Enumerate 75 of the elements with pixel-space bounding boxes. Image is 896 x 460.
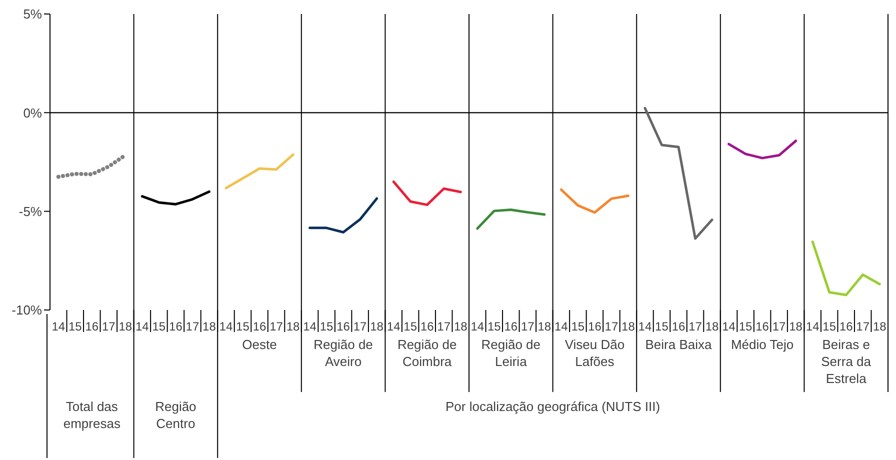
x-tick-label: 14 xyxy=(386,320,401,334)
x-tick-label: 15 xyxy=(152,320,166,334)
line-series xyxy=(728,140,798,160)
x-tick-label: 15 xyxy=(822,320,836,334)
x-tick-label: 18 xyxy=(286,320,300,334)
line-series xyxy=(811,240,881,296)
line-series xyxy=(224,153,294,190)
line-series xyxy=(56,153,128,179)
x-tick-label: 15 xyxy=(68,320,82,334)
text: Beira Baixa xyxy=(644,336,713,353)
x-tick-label: 17 xyxy=(186,320,200,334)
x-tick-label: 17 xyxy=(270,320,284,334)
x-tick-label: 18 xyxy=(118,320,132,334)
text: Oeste xyxy=(241,336,278,353)
y-tick-label: 0% xyxy=(23,105,42,120)
line-series xyxy=(476,208,546,230)
y-tick-label: -10% xyxy=(12,302,42,318)
x-tick-label: 17 xyxy=(520,320,535,334)
x-tick-label: 18 xyxy=(872,320,887,334)
x-tick-label: 18 xyxy=(622,320,636,334)
x-tick-label: 16 xyxy=(252,320,266,334)
x-tick-label: 18 xyxy=(538,320,552,334)
x-tick-label: 17 xyxy=(856,320,870,334)
line-series xyxy=(140,190,210,206)
x-tick-label: 17 xyxy=(437,320,451,334)
line-series xyxy=(560,188,630,214)
x-tick-label: 18 xyxy=(705,320,720,334)
x-tick-label: 14 xyxy=(136,320,150,334)
x-tick-label: 16 xyxy=(588,320,602,334)
y-tick-label: -5% xyxy=(18,204,42,219)
x-tick-label: 16 xyxy=(420,320,434,334)
x-tick-label: 15 xyxy=(655,320,669,334)
x-tick-label: 18 xyxy=(202,320,216,334)
x-tick-label: 17 xyxy=(604,320,618,334)
x-tick-label: 18 xyxy=(370,320,384,334)
x-tick-label: 14 xyxy=(722,320,736,334)
x-tick-label: 17 xyxy=(102,320,116,334)
x-tick-label: 14 xyxy=(806,320,820,334)
x-tick-label: 17 xyxy=(688,320,702,334)
x-tick-label: 16 xyxy=(169,320,183,334)
text: Região Centro xyxy=(154,398,198,432)
x-tick-label: 15 xyxy=(236,320,250,334)
x-tick-label: 15 xyxy=(487,320,502,334)
text: Total das empresas xyxy=(62,398,122,432)
x-tick-label: 15 xyxy=(571,320,585,334)
x-tick-label: 17 xyxy=(353,320,368,334)
x-tick-label: 14 xyxy=(638,320,652,334)
text: Beiras e Serra da Estrela xyxy=(820,336,872,387)
line-series xyxy=(644,106,714,240)
x-tick-label: 15 xyxy=(738,320,753,334)
text: Região de Coimbra xyxy=(396,336,458,370)
x-tick-label: 14 xyxy=(52,320,66,334)
text: Por localização geográfica (NUTS III) xyxy=(444,398,662,415)
x-tick-label: 15 xyxy=(320,320,334,334)
text: Região de Aveiro xyxy=(312,336,374,370)
text: Região de Leiria xyxy=(480,336,542,370)
x-tick-label: 16 xyxy=(85,320,99,334)
x-tick-label: 14 xyxy=(554,320,568,334)
text: Viseu Dão Lafões xyxy=(564,336,626,370)
x-tick-label: 16 xyxy=(336,320,350,334)
x-tick-label: 17 xyxy=(772,320,786,334)
line-series xyxy=(308,197,378,234)
x-tick-label: 14 xyxy=(303,320,317,334)
x-tick-label: 18 xyxy=(454,320,468,334)
x-tick-label: 14 xyxy=(470,320,484,334)
x-tick-label: 16 xyxy=(756,320,770,334)
x-tick-label: 15 xyxy=(404,320,418,334)
x-tick-label: 18 xyxy=(789,320,803,334)
line-series xyxy=(392,180,462,206)
y-tick-label: 5% xyxy=(23,6,42,22)
text: Médio Tejo xyxy=(730,336,795,353)
x-tick-label: 16 xyxy=(839,320,854,334)
x-tick-label: 16 xyxy=(672,320,686,334)
x-tick-label: 14 xyxy=(219,320,233,334)
x-tick-label: 16 xyxy=(504,320,518,334)
